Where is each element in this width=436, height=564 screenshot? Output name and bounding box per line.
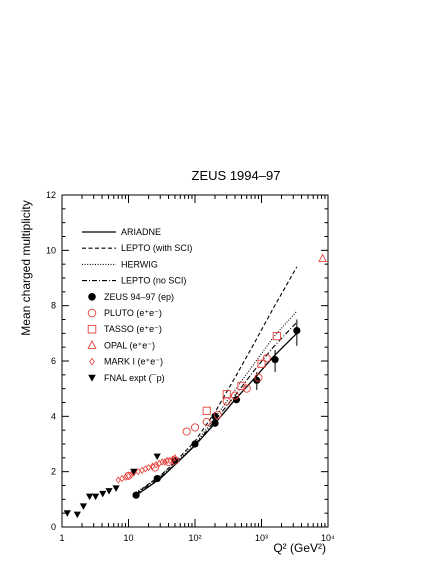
y-axis-label: Mean charged multiplicity <box>19 200 33 335</box>
data-point <box>202 406 211 415</box>
data-point <box>237 381 246 390</box>
data-point <box>87 308 97 318</box>
y-tick-label: 0 <box>51 522 56 532</box>
data-point <box>222 390 231 399</box>
data-points <box>63 253 327 519</box>
data-point <box>182 427 191 436</box>
legend-entry-label: PLUTO (e⁺e⁻) <box>104 308 162 318</box>
legend-entry-label: ARIADNE <box>121 227 161 237</box>
y-tick-label: 2 <box>51 467 56 477</box>
data-point <box>318 253 327 262</box>
legend-entry-label: OPAL (e⁺e⁻) <box>104 340 155 350</box>
y-tick-label: 8 <box>51 301 56 311</box>
data-point <box>112 485 120 492</box>
data-point <box>73 511 81 519</box>
data-point <box>153 474 161 483</box>
data-point <box>262 354 271 363</box>
legend-entry-label: MARK I (e⁺e⁻) <box>104 357 163 367</box>
data-point <box>105 488 113 495</box>
data-point <box>79 503 88 510</box>
data-point <box>257 359 266 368</box>
legend-entry-label: FNAL expt (¯p) <box>104 373 165 383</box>
data-point <box>88 293 96 301</box>
y-tick-label: 12 <box>46 190 56 200</box>
data-point <box>150 463 160 472</box>
data-point <box>254 373 263 382</box>
x-axis-label: Q² (GeV²) <box>273 541 326 555</box>
data-point <box>130 468 138 476</box>
data-point <box>190 423 200 432</box>
legend-entry-label: LEPTO (with SCI) <box>121 243 192 253</box>
data-point <box>115 476 121 484</box>
x-tick-label: 10³ <box>255 533 268 543</box>
data-point <box>167 456 173 465</box>
data-point <box>172 454 178 462</box>
data-point <box>145 463 152 472</box>
data-point <box>63 510 71 517</box>
data-point <box>213 410 222 420</box>
data-point <box>153 453 161 461</box>
chart-title: ZEUS 1994–97 <box>192 168 281 183</box>
data-point <box>99 490 107 498</box>
axes: 0 2 4 6 8 10 12 1 10 10² 10³ 10⁴ <box>46 190 335 543</box>
plot-frame <box>61 194 329 528</box>
x-tick-label: 10⁴ <box>321 533 335 543</box>
data-point <box>162 458 168 466</box>
data-point <box>91 493 100 501</box>
curve-line <box>135 310 298 493</box>
data-point <box>132 491 140 499</box>
x-tick-label: 1 <box>59 533 64 543</box>
data-point <box>191 440 199 448</box>
data-point <box>85 493 94 501</box>
x-tick-label: 10² <box>188 533 201 543</box>
data-point <box>128 470 134 479</box>
legend-entry-label: TASSO (e⁺e⁻) <box>104 324 162 334</box>
data-point <box>242 384 251 393</box>
data-point <box>271 356 279 364</box>
legend-entry-label: ZEUS 94–97 (ep) <box>104 292 174 302</box>
data-point <box>135 467 141 476</box>
x-tick-label: 10 <box>123 533 133 543</box>
y-tick-label: 6 <box>51 356 56 366</box>
data-point <box>202 417 211 426</box>
error-bars <box>256 319 298 391</box>
data-point <box>222 397 231 406</box>
data-point <box>293 326 301 335</box>
data-point <box>232 396 241 404</box>
curve-line <box>135 321 298 495</box>
data-point <box>89 357 95 366</box>
data-point <box>230 391 240 400</box>
y-tick-label: 10 <box>46 245 56 255</box>
data-point <box>272 332 281 341</box>
legend-entry-label: HERWIG <box>121 259 158 269</box>
data-point <box>169 455 176 463</box>
data-point <box>87 340 97 349</box>
data-point <box>88 374 96 382</box>
legend: ARIADNE LEPTO (with SCI) HERWIG LEPTO (no S… <box>82 227 192 383</box>
legend-entry-label: LEPTO (no SCI) <box>121 276 186 286</box>
data-point <box>211 419 219 427</box>
y-tick-label: 4 <box>51 411 56 421</box>
data-point <box>87 324 97 334</box>
